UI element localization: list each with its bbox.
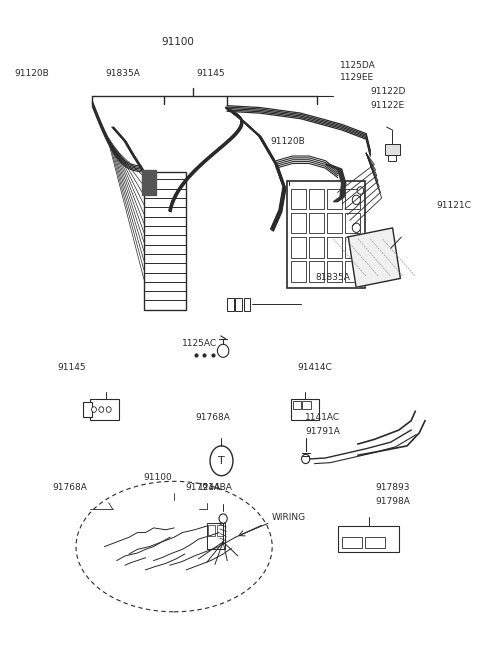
Bar bbox=[144, 172, 186, 310]
Text: 91120B: 91120B bbox=[14, 68, 49, 78]
Text: 91835A: 91835A bbox=[105, 68, 140, 78]
Bar bbox=[291, 237, 306, 258]
Text: 91414C: 91414C bbox=[298, 363, 332, 373]
Bar bbox=[302, 401, 311, 409]
Circle shape bbox=[301, 454, 310, 464]
Text: 91100: 91100 bbox=[143, 474, 172, 482]
Bar bbox=[216, 525, 223, 536]
Bar bbox=[364, 537, 385, 549]
Text: 91791A: 91791A bbox=[305, 428, 340, 436]
Bar bbox=[309, 189, 324, 209]
Bar bbox=[293, 401, 301, 409]
Bar bbox=[208, 525, 215, 536]
Circle shape bbox=[217, 344, 229, 357]
Bar bbox=[90, 399, 119, 420]
Bar bbox=[337, 526, 399, 552]
Text: 1125AC: 1125AC bbox=[182, 338, 217, 348]
Bar bbox=[388, 155, 396, 161]
Text: 91145: 91145 bbox=[196, 68, 225, 78]
Polygon shape bbox=[348, 228, 400, 287]
Bar bbox=[291, 261, 306, 282]
Text: 91768A: 91768A bbox=[195, 413, 230, 422]
Circle shape bbox=[106, 407, 111, 413]
Bar bbox=[327, 237, 342, 258]
Text: 1141AC: 1141AC bbox=[305, 413, 340, 422]
Bar bbox=[327, 261, 342, 282]
Bar bbox=[345, 261, 360, 282]
Bar bbox=[309, 237, 324, 258]
Bar bbox=[227, 298, 234, 311]
Text: 917893: 917893 bbox=[375, 484, 409, 493]
Circle shape bbox=[357, 187, 364, 194]
Ellipse shape bbox=[76, 482, 272, 612]
Bar bbox=[345, 189, 360, 209]
Bar bbox=[291, 399, 319, 420]
Bar bbox=[345, 237, 360, 258]
Bar bbox=[235, 298, 242, 311]
Circle shape bbox=[352, 223, 360, 233]
Bar bbox=[327, 189, 342, 209]
Bar bbox=[345, 213, 360, 233]
Text: 1244BA: 1244BA bbox=[198, 484, 232, 493]
Bar bbox=[207, 523, 225, 549]
Bar bbox=[385, 144, 400, 155]
Bar bbox=[291, 213, 306, 233]
Text: 91145: 91145 bbox=[58, 363, 86, 373]
Polygon shape bbox=[142, 170, 156, 195]
Bar bbox=[342, 537, 362, 549]
Bar bbox=[84, 402, 92, 417]
Ellipse shape bbox=[210, 446, 233, 476]
Text: WIRING: WIRING bbox=[272, 514, 306, 522]
Polygon shape bbox=[325, 164, 346, 202]
Text: 91791A: 91791A bbox=[185, 484, 220, 493]
Circle shape bbox=[352, 195, 360, 204]
Text: 91120B: 91120B bbox=[270, 137, 305, 147]
Text: 91122E: 91122E bbox=[370, 101, 404, 110]
Circle shape bbox=[92, 407, 96, 413]
Text: 91798A: 91798A bbox=[375, 497, 410, 507]
Text: 1125DA: 1125DA bbox=[340, 60, 376, 70]
Circle shape bbox=[352, 251, 360, 260]
Text: T: T bbox=[218, 456, 225, 466]
Text: 81835A: 81835A bbox=[315, 273, 350, 283]
Text: 1129EE: 1129EE bbox=[340, 74, 374, 83]
Text: 91768A: 91768A bbox=[52, 484, 87, 493]
Circle shape bbox=[219, 514, 227, 523]
Bar bbox=[291, 189, 306, 209]
Bar bbox=[287, 181, 364, 288]
Circle shape bbox=[99, 407, 104, 413]
Text: 91121C: 91121C bbox=[436, 200, 471, 210]
Text: 91122D: 91122D bbox=[370, 87, 406, 97]
Bar bbox=[309, 213, 324, 233]
Text: 91100: 91100 bbox=[162, 37, 194, 47]
Bar bbox=[243, 298, 250, 311]
Bar bbox=[309, 261, 324, 282]
Bar bbox=[327, 213, 342, 233]
